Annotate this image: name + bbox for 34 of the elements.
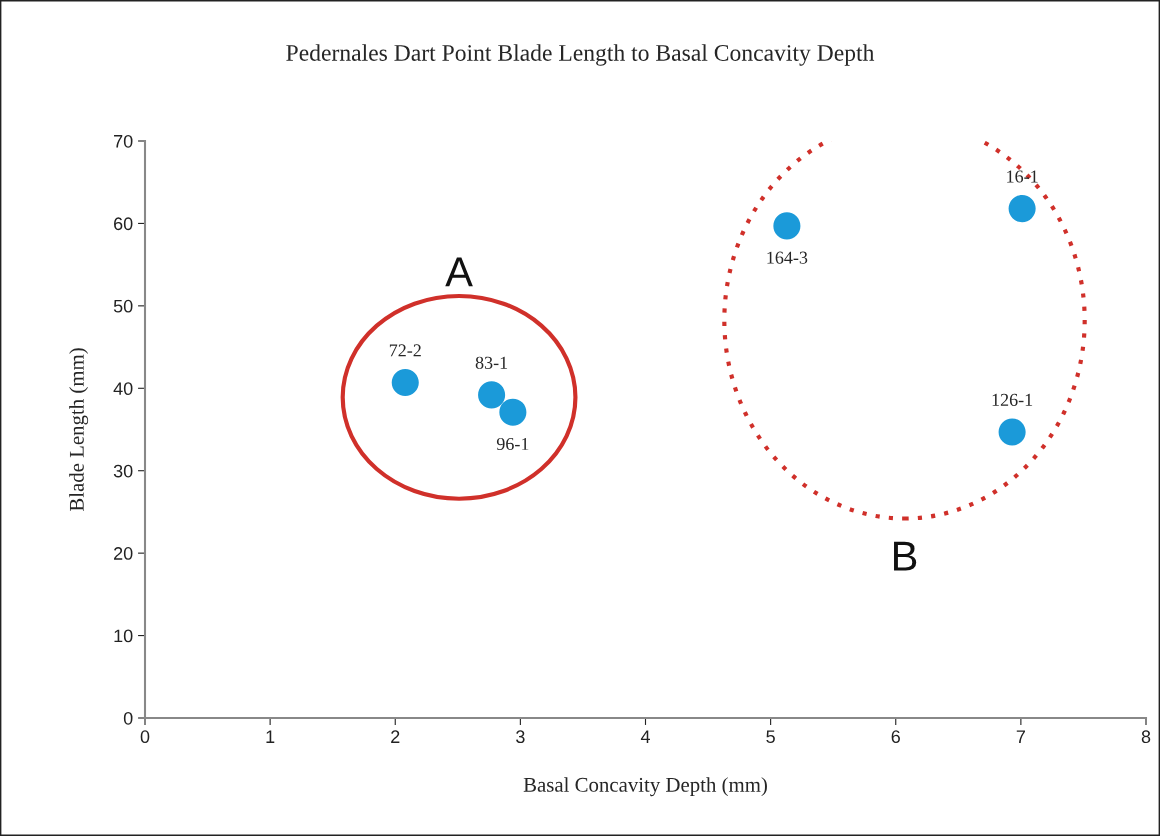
x-axis-title: Basal Concavity Depth (mm)	[523, 777, 767, 797]
y-tick-label: 30	[113, 464, 133, 478]
x-tick-label: 3	[516, 730, 525, 744]
data-label: 83-1	[475, 356, 508, 369]
point	[391, 368, 419, 397]
annotation: B	[894, 541, 917, 571]
y-tick-label: 50	[113, 299, 133, 313]
y-tick-label: 20	[114, 547, 133, 560]
data-label: 16-1	[1007, 170, 1038, 183]
point	[499, 398, 527, 426]
x-tick-label: 5	[766, 730, 775, 744]
x-tick-label: 1	[266, 730, 275, 743]
point	[998, 418, 1026, 446]
y-tick-label: 70	[114, 134, 133, 148]
y-tick-label: 40	[113, 382, 133, 396]
data-label: 164-3	[767, 251, 808, 264]
data-label: 72-2	[389, 344, 421, 357]
point	[478, 381, 506, 409]
x-tick-label: 4	[640, 730, 650, 743]
data-label: 126-1	[992, 393, 1033, 406]
point	[1008, 195, 1036, 223]
data-label: 96-1	[496, 437, 529, 451]
x-tick-label: 8	[1141, 730, 1151, 744]
y-tick-label: 10	[114, 629, 133, 643]
x-tick-label: 0	[140, 730, 150, 744]
x-tick-label: 7	[1016, 730, 1025, 743]
y-tick-label: 60	[114, 217, 133, 231]
annotation: A	[445, 257, 473, 287]
chart-title: Pedernales Dart Point Blade Length to Basal Concavity Depth	[286, 44, 875, 66]
x-tick-label: 6	[891, 730, 900, 744]
point	[773, 212, 801, 240]
x-tick-label: 2	[391, 730, 400, 743]
y-tick-label: 0	[123, 711, 133, 725]
y-axis-title: Blade Length (mm)	[69, 348, 89, 512]
